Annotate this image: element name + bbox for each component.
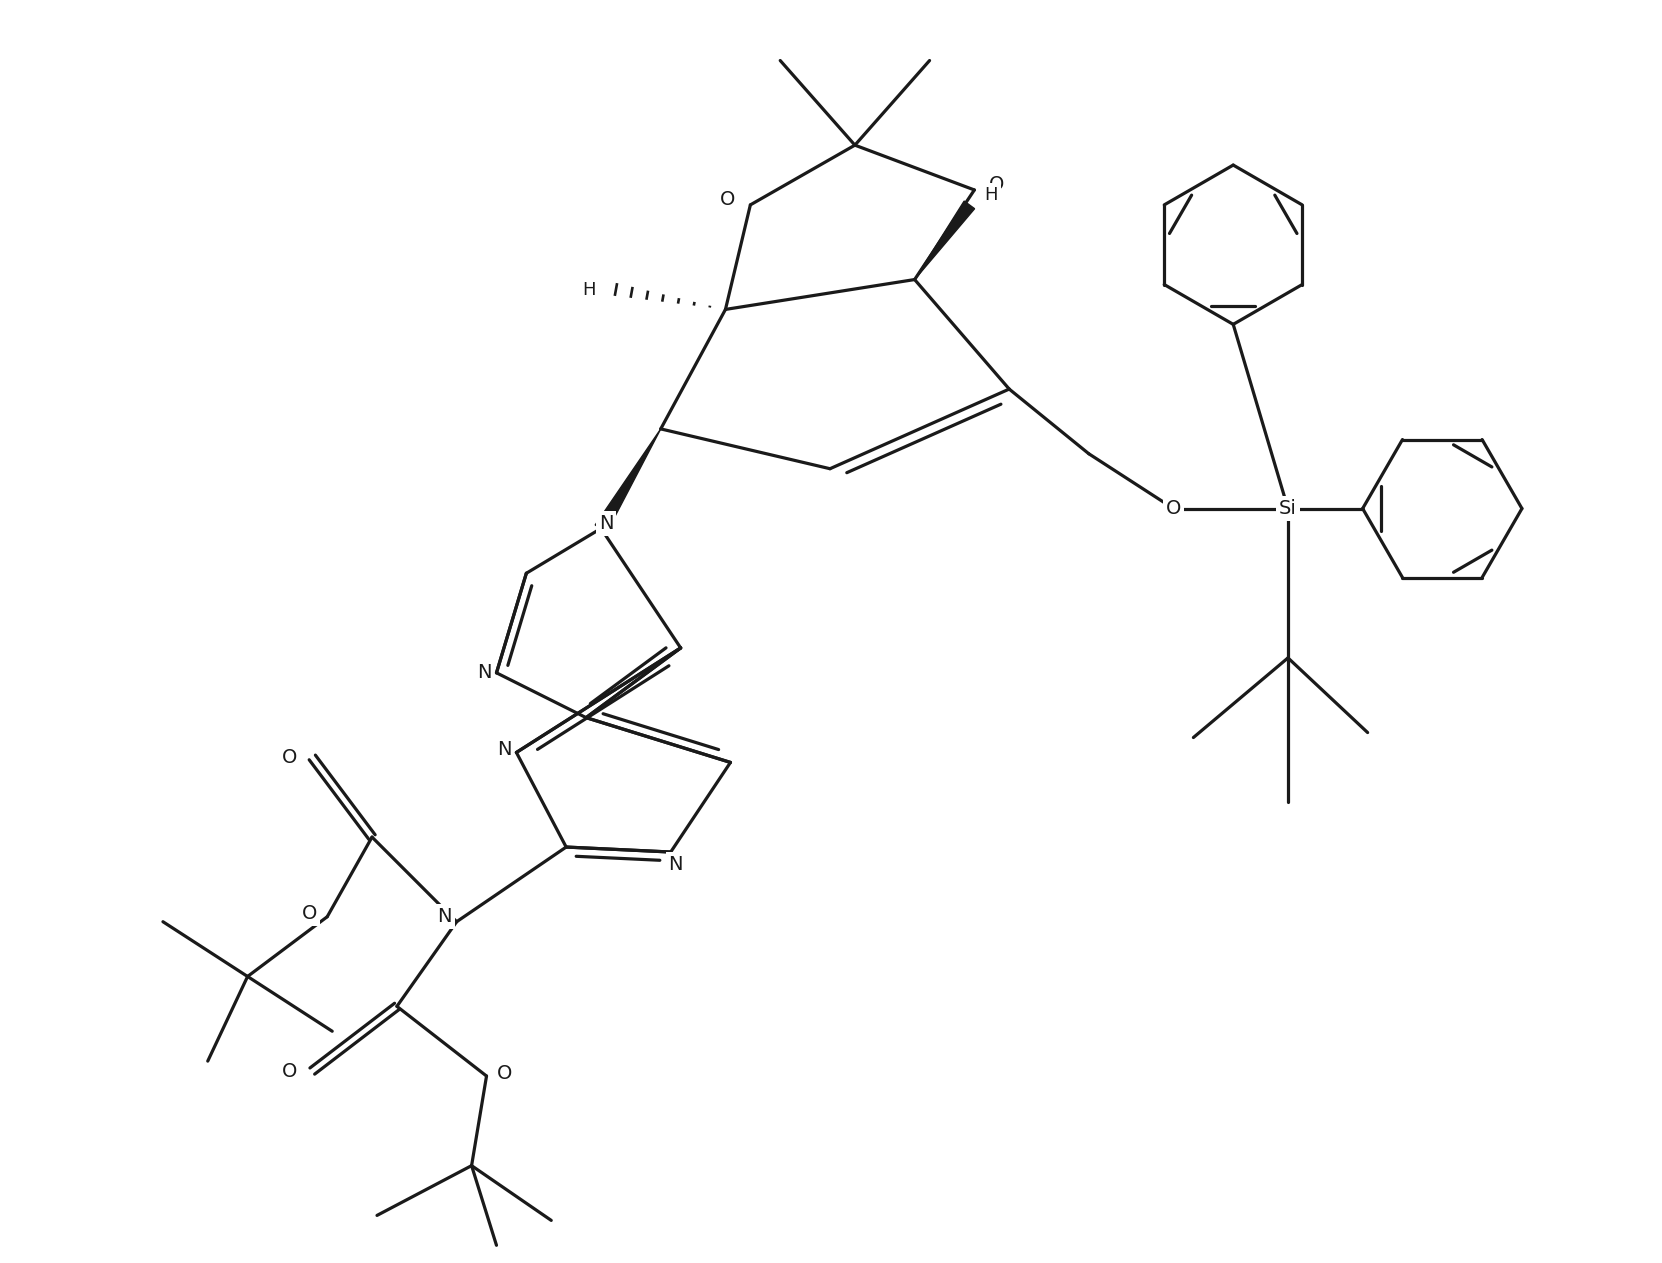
Text: O: O bbox=[989, 176, 1004, 195]
Text: N: N bbox=[598, 514, 613, 533]
Text: N: N bbox=[497, 740, 512, 759]
Text: Si: Si bbox=[1280, 499, 1296, 518]
Text: N: N bbox=[668, 855, 683, 874]
Text: H: H bbox=[583, 280, 597, 298]
Text: H: H bbox=[984, 186, 997, 203]
Text: O: O bbox=[497, 1063, 512, 1082]
Text: O: O bbox=[283, 1062, 297, 1081]
Text: N: N bbox=[477, 663, 492, 682]
Text: O: O bbox=[1165, 499, 1182, 518]
Text: O: O bbox=[283, 748, 297, 767]
Text: N: N bbox=[437, 907, 452, 926]
Polygon shape bbox=[914, 201, 974, 279]
Text: O: O bbox=[302, 904, 317, 923]
Text: O: O bbox=[720, 191, 735, 210]
Polygon shape bbox=[595, 429, 661, 532]
